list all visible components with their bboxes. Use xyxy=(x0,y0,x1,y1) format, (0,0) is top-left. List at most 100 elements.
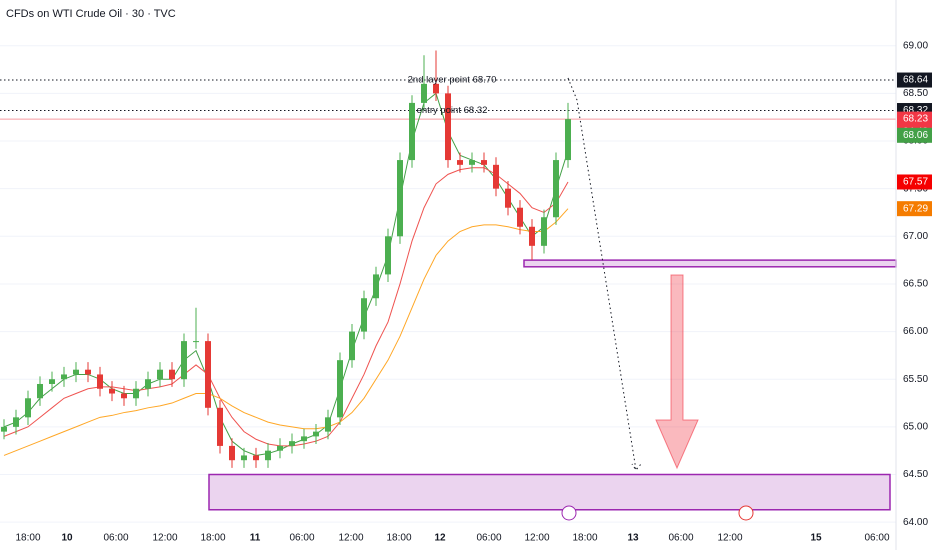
x-tick-label: 12:00 xyxy=(717,533,742,544)
candle-body xyxy=(385,236,391,275)
x-tick-label: 12:00 xyxy=(524,533,549,544)
chart-title: CFDs on WTI Crude Oil · 30 · TVC xyxy=(6,8,176,20)
y-tick-label: 66.00 xyxy=(903,326,928,337)
candle-body xyxy=(133,388,139,399)
y-tick-label: 66.50 xyxy=(903,279,928,290)
x-tick-label: 10 xyxy=(61,533,73,544)
candle-body xyxy=(121,393,127,399)
y-tick-label: 65.50 xyxy=(903,374,928,385)
candle-body xyxy=(145,379,151,389)
candle-body xyxy=(217,407,223,446)
candle-body xyxy=(373,274,379,299)
x-tick-label: 06:00 xyxy=(864,533,889,544)
candle-body xyxy=(469,160,475,165)
candle-body xyxy=(349,331,355,361)
price-label-bg xyxy=(897,72,932,88)
x-tick-label: 06:00 xyxy=(289,533,314,544)
price-label: 68.64 xyxy=(903,75,928,86)
candle-body xyxy=(49,379,55,384)
x-tick-label: 18:00 xyxy=(386,533,411,544)
price-label-bg xyxy=(897,127,932,143)
candle-body xyxy=(421,83,427,103)
candle-body xyxy=(529,226,535,246)
candle-body xyxy=(265,450,271,461)
y-tick-label: 69.00 xyxy=(903,40,928,51)
x-tick-label: 13 xyxy=(627,533,639,544)
mark-layer xyxy=(1,50,571,468)
price-label: 68.23 xyxy=(903,114,928,125)
x-tick-label: 18:00 xyxy=(572,533,597,544)
candle-body xyxy=(277,445,283,451)
candle-body xyxy=(241,455,247,461)
candle-body xyxy=(337,360,343,418)
x-tick-label: 12 xyxy=(434,533,446,544)
y-tick-label: 68.50 xyxy=(903,88,928,99)
x-tick-label: 18:00 xyxy=(15,533,40,544)
candle-body xyxy=(97,374,103,389)
x-tick-label: 15 xyxy=(810,533,822,544)
label-layer: 64.0064.5065.0065.5066.0066.5067.0067.50… xyxy=(15,40,932,544)
candle-body xyxy=(85,369,91,375)
moving-average xyxy=(3,208,569,456)
candle-body xyxy=(553,160,559,218)
candle-body xyxy=(229,445,235,461)
x-tick-label: 11 xyxy=(250,533,261,544)
candle-body xyxy=(301,436,307,442)
y-tick-label: 67.00 xyxy=(903,231,928,242)
candle-body xyxy=(457,160,463,165)
candle-body xyxy=(397,160,403,237)
zone xyxy=(208,473,891,511)
x-tick-label: 12:00 xyxy=(152,533,177,544)
candle-body xyxy=(409,102,415,161)
x-tick-label: 12:00 xyxy=(338,533,363,544)
y-tick-label: 65.00 xyxy=(903,422,928,433)
candle-body xyxy=(517,207,523,227)
candle-body xyxy=(253,455,259,461)
annotation: entry point 68.32 xyxy=(417,105,488,116)
projection-path xyxy=(567,77,642,471)
candle-body xyxy=(37,383,43,399)
price-label-bg xyxy=(897,201,932,217)
y-tick-label: 64.50 xyxy=(903,469,928,480)
candle-body xyxy=(181,341,187,380)
candle-body xyxy=(541,217,547,246)
candle-body xyxy=(565,119,571,161)
candle-body xyxy=(313,431,319,437)
candle-body xyxy=(289,441,295,446)
x-tick-label: 06:00 xyxy=(103,533,128,544)
price-label: 67.29 xyxy=(903,203,928,214)
candle-body xyxy=(445,93,451,161)
flag-icon[interactable] xyxy=(738,505,754,521)
candle-body xyxy=(325,417,331,432)
candle-body xyxy=(361,298,367,332)
price-label-bg xyxy=(897,174,932,190)
candle-body xyxy=(169,369,175,380)
candle-body xyxy=(73,369,79,375)
event-icon[interactable] xyxy=(561,505,577,521)
x-tick-label: 06:00 xyxy=(476,533,501,544)
candle-body xyxy=(1,426,7,432)
candle-body xyxy=(13,417,19,427)
annotation: 2nd layer point 68.70 xyxy=(408,75,497,86)
candle-body xyxy=(493,164,499,189)
price-label: 68.32 xyxy=(903,105,928,116)
candle-body xyxy=(25,398,31,418)
candle-body xyxy=(481,160,487,165)
candle-body xyxy=(61,374,67,380)
zone xyxy=(523,259,897,268)
candle-body xyxy=(157,369,163,380)
price-label: 68.06 xyxy=(903,130,928,141)
candle-body xyxy=(193,341,199,343)
candle-body xyxy=(433,83,439,94)
price-label: 67.57 xyxy=(903,177,928,188)
x-tick-label: 18:00 xyxy=(200,533,225,544)
down-arrow xyxy=(655,274,699,470)
x-tick-label: 06:00 xyxy=(668,533,693,544)
candle-body xyxy=(109,388,115,394)
candle-body xyxy=(205,341,211,408)
y-tick-label: 64.00 xyxy=(903,517,928,528)
candle-body xyxy=(505,188,511,208)
zone-layer xyxy=(208,259,897,511)
